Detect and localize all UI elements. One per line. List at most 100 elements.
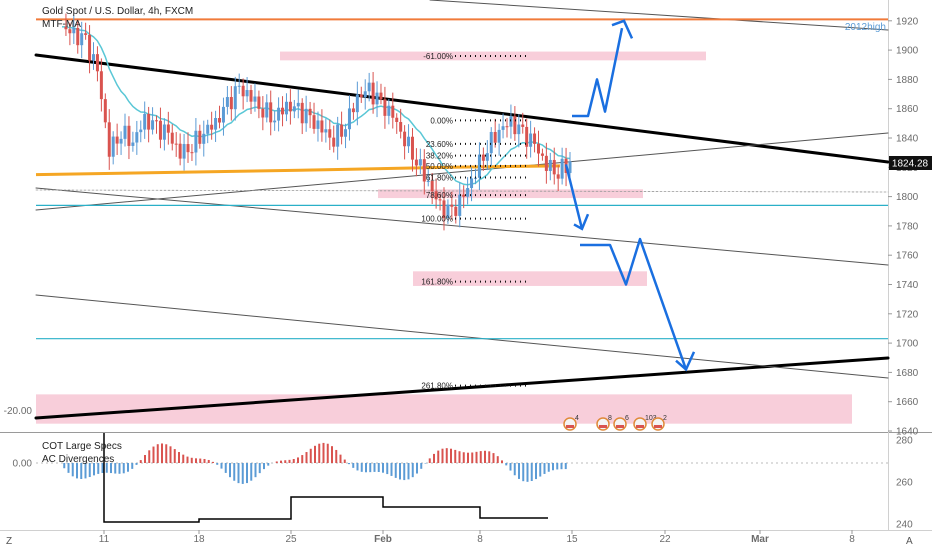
sub-pane[interactable] bbox=[36, 433, 888, 529]
price-tick-label: 1920 bbox=[896, 16, 919, 27]
price-tick-label: 1900 bbox=[896, 46, 919, 57]
candle-body bbox=[418, 159, 422, 166]
corner-left[interactable]: Z bbox=[6, 536, 12, 547]
candle-body bbox=[407, 136, 411, 147]
candle-body bbox=[281, 107, 285, 115]
upper-channel-line bbox=[35, 132, 889, 211]
candle-body bbox=[178, 143, 182, 159]
candle-body bbox=[529, 133, 533, 147]
event-flag bbox=[654, 425, 662, 428]
price-tick-label: 1660 bbox=[896, 397, 919, 408]
candle-body bbox=[277, 107, 281, 121]
main-resistance-line bbox=[34, 53, 890, 164]
candle-body bbox=[88, 34, 92, 61]
candle-body bbox=[347, 108, 351, 130]
candle-body bbox=[320, 120, 324, 133]
candle-body bbox=[139, 129, 143, 133]
candle-body bbox=[505, 126, 509, 128]
candle-body bbox=[186, 144, 190, 153]
event-markers: 4 8 6 103 2 bbox=[563, 415, 667, 431]
candle-body bbox=[155, 120, 159, 122]
level-2012-label: 2012high bbox=[845, 22, 886, 33]
candle-body bbox=[170, 132, 174, 144]
time-tick-label: 15 bbox=[566, 534, 578, 545]
candle-body bbox=[115, 136, 119, 144]
sub-right-tick-label: 260 bbox=[896, 477, 913, 488]
candle-body bbox=[103, 99, 107, 123]
price-tick-label: 1780 bbox=[896, 221, 919, 232]
price-tick-label: 1800 bbox=[896, 192, 919, 203]
candle-body bbox=[399, 121, 403, 132]
middle-channel-line bbox=[35, 187, 889, 266]
fib-label: 261.80% bbox=[421, 382, 453, 391]
sub-right-tick-label: 280 bbox=[896, 436, 913, 447]
price-tick-label: 1740 bbox=[896, 280, 919, 291]
candle-body bbox=[229, 97, 233, 110]
candle-body bbox=[269, 102, 273, 123]
candle-body bbox=[430, 181, 434, 192]
fib-label: 78.60% bbox=[426, 191, 453, 200]
candle-body bbox=[237, 85, 241, 87]
candle-body bbox=[552, 159, 556, 175]
bearish-projection-1 bbox=[564, 164, 584, 230]
candle-body bbox=[92, 54, 96, 61]
fib-label: 0.00% bbox=[430, 116, 453, 125]
candle-body bbox=[111, 136, 115, 157]
major-support-line bbox=[34, 356, 890, 420]
candle-body bbox=[68, 29, 72, 34]
candle-body bbox=[466, 188, 470, 197]
candle-body bbox=[442, 200, 446, 219]
candle-body bbox=[509, 116, 513, 127]
price-tick-label: 1680 bbox=[896, 368, 919, 379]
fib-label: 161.80% bbox=[421, 278, 453, 287]
candle-body bbox=[304, 108, 308, 124]
sub-indicator-label-2: AC Divergences bbox=[42, 454, 114, 465]
candle-body bbox=[497, 129, 501, 143]
candle-body bbox=[517, 124, 521, 135]
candle-body bbox=[446, 204, 450, 219]
candle-body bbox=[355, 94, 359, 113]
event-flag bbox=[636, 425, 644, 428]
candle-body bbox=[158, 120, 162, 140]
top-channel-line bbox=[429, 0, 889, 31]
candle-body bbox=[387, 105, 391, 116]
fib-label: 100.00% bbox=[421, 215, 453, 224]
candle-body bbox=[273, 120, 277, 123]
candle-body bbox=[336, 124, 340, 147]
candle-body bbox=[296, 102, 300, 107]
ma-line bbox=[61, 25, 571, 186]
fib-label: 23.60% bbox=[426, 140, 453, 149]
candle-body bbox=[174, 143, 178, 145]
fib-label: 38.20% bbox=[426, 152, 453, 161]
candle-body bbox=[143, 113, 147, 130]
pink-zone bbox=[378, 189, 643, 199]
candle-body bbox=[292, 106, 296, 112]
candle-body bbox=[284, 101, 288, 115]
candle-body bbox=[72, 27, 76, 34]
price-badge-label: 1824.28 bbox=[892, 159, 929, 170]
event-count: 8 bbox=[608, 415, 612, 422]
time-axis: 11 18 25 Feb 8 15 22 Mar 8 bbox=[99, 530, 855, 545]
candle-body bbox=[316, 120, 320, 129]
event-flag bbox=[599, 425, 607, 428]
candle-body bbox=[233, 86, 237, 110]
candles bbox=[64, 13, 572, 231]
candle-body bbox=[481, 154, 485, 161]
candle-body bbox=[218, 118, 222, 123]
candle-body bbox=[556, 174, 560, 179]
candle-body bbox=[221, 106, 225, 123]
candle-body bbox=[131, 142, 135, 146]
candle-body bbox=[214, 118, 218, 130]
candle-body bbox=[162, 124, 166, 140]
projection-arrows bbox=[564, 19, 696, 372]
candle-body bbox=[363, 91, 367, 98]
pink-zone bbox=[413, 271, 647, 286]
price-tick-label: 1720 bbox=[896, 309, 919, 320]
candle-body bbox=[190, 152, 194, 154]
sub-tick-label: -20.00 bbox=[4, 406, 33, 417]
candle-body bbox=[324, 129, 328, 133]
candle-body bbox=[95, 54, 99, 72]
symbol-title: Gold Spot / U.S. Dollar, 4h, FXCM bbox=[42, 6, 193, 17]
corner-right[interactable]: A bbox=[906, 536, 913, 547]
